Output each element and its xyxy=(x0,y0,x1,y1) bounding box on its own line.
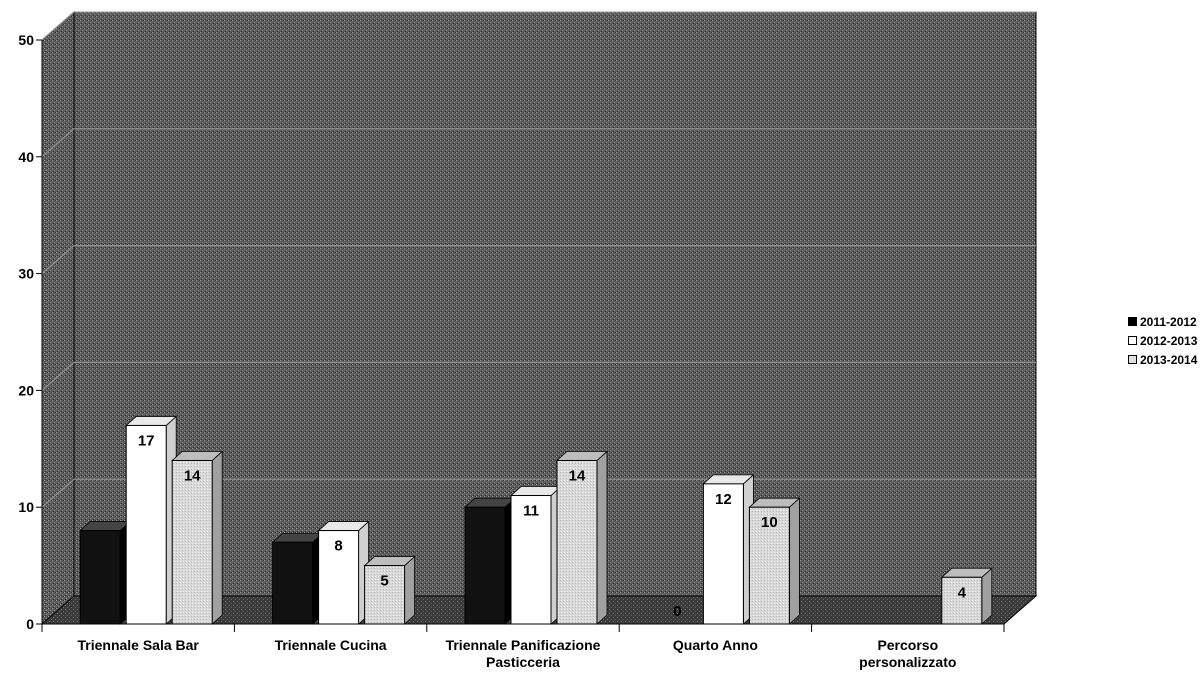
x-tick-label-0-0: Triennale Sala Bar xyxy=(77,637,199,653)
bar-side-0-2 xyxy=(211,450,223,625)
y-tick-label-0: 0 xyxy=(26,616,34,632)
x-tick-label-2-1: Pasticceria xyxy=(486,654,560,670)
data-label-3-0: 0 xyxy=(673,603,681,620)
x-tick-label-3-0: Quarto Anno xyxy=(673,637,758,653)
gridline-30 xyxy=(41,245,1036,274)
legend-swatch-2012-2013 xyxy=(1128,336,1137,345)
gridline-20 xyxy=(41,361,1036,391)
legend-item-2011-2012: 2011-2012 xyxy=(1128,312,1200,331)
bar-1-2 xyxy=(364,565,406,625)
data-label-4-2: 4 xyxy=(958,584,967,601)
y-tick-label-30: 30 xyxy=(18,266,34,282)
x-tick-label-1-0: Triennale Cucina xyxy=(275,637,387,653)
gridline-50 xyxy=(41,11,1036,41)
bar-2-2 xyxy=(556,459,598,625)
y-tick-label-10: 10 xyxy=(18,499,34,515)
bar-0-0 xyxy=(79,530,121,625)
gridline-40 xyxy=(41,128,1036,158)
bar-side-4-2 xyxy=(981,567,993,625)
data-label-1-2: 5 xyxy=(380,573,388,590)
bar-0-1 xyxy=(125,424,167,625)
legend-label-2013-2014: 2013-2014 xyxy=(1140,352,1198,367)
bars xyxy=(79,415,993,625)
bar-4-2 xyxy=(941,576,983,625)
y-tick-label-50: 50 xyxy=(18,32,34,48)
bar-2-0 xyxy=(464,506,506,625)
bar-3-2 xyxy=(748,506,790,625)
bar-3-1 xyxy=(702,483,744,625)
data-labels: 17 14 8 5 11 14 0 12 10 4 xyxy=(138,432,967,620)
data-label-0-2: 14 xyxy=(184,467,201,484)
data-label-2-2: 14 xyxy=(569,467,586,484)
data-label-3-2: 10 xyxy=(761,514,778,531)
bar-side-2-2 xyxy=(596,450,608,625)
bar-1-1 xyxy=(318,530,360,625)
x-tick-label-2-0: Triennale Panificazione xyxy=(446,637,601,653)
y-tick-label-40: 40 xyxy=(18,149,34,165)
data-label-3-1: 12 xyxy=(715,491,732,508)
data-label-2-1: 11 xyxy=(523,503,539,520)
side-wall xyxy=(41,10,75,626)
legend-swatch-2011-2012 xyxy=(1128,317,1137,326)
bar-0-2 xyxy=(171,459,213,625)
bar-2-1 xyxy=(510,495,552,625)
legend-swatch-2013-2014 xyxy=(1128,355,1137,364)
data-label-0-1: 17 xyxy=(138,432,155,449)
x-tick-label-4-0: Percorso xyxy=(877,637,938,653)
y-tick-label-20: 20 xyxy=(18,382,34,398)
bar-side-3-2 xyxy=(789,497,800,625)
legend-item-2013-2014: 2013-2014 xyxy=(1128,350,1200,369)
x-tick-label-4-1: personalizzato xyxy=(859,654,956,670)
legend: 2011-2012 2012-2013 2013-2014 xyxy=(1128,312,1200,369)
legend-label-2012-2013: 2012-2013 xyxy=(1140,333,1198,348)
data-label-1-1: 8 xyxy=(334,538,342,555)
bar-1-0 xyxy=(272,541,314,625)
legend-item-2012-2013: 2012-2013 xyxy=(1128,331,1200,350)
bar-side-1-2 xyxy=(404,555,416,625)
legend-label-2011-2012: 2011-2012 xyxy=(1140,314,1197,329)
